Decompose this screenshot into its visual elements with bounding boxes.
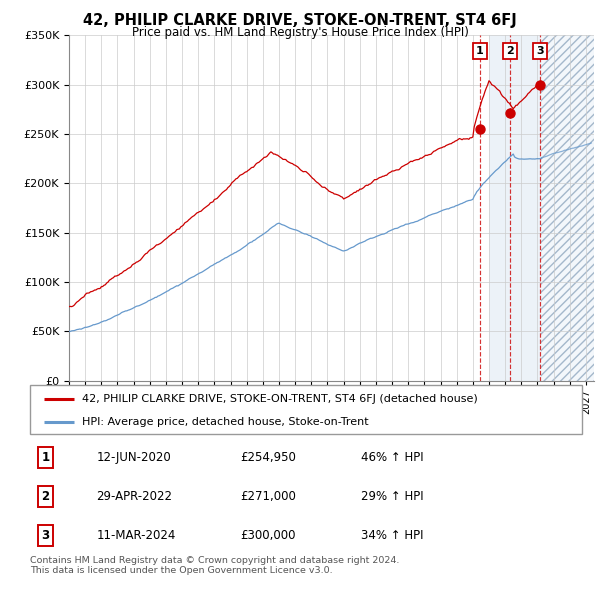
- Text: 42, PHILIP CLARKE DRIVE, STOKE-ON-TRENT, ST4 6FJ (detached house): 42, PHILIP CLARKE DRIVE, STOKE-ON-TRENT,…: [82, 394, 478, 404]
- Bar: [541, 35, 594, 381]
- Text: 34% ↑ HPI: 34% ↑ HPI: [361, 529, 424, 542]
- FancyBboxPatch shape: [30, 385, 582, 434]
- Text: 11-MAR-2024: 11-MAR-2024: [96, 529, 176, 542]
- Text: 1: 1: [476, 46, 484, 56]
- Text: Price paid vs. HM Land Registry's House Price Index (HPI): Price paid vs. HM Land Registry's House …: [131, 26, 469, 39]
- Text: 29% ↑ HPI: 29% ↑ HPI: [361, 490, 424, 503]
- Text: 29-APR-2022: 29-APR-2022: [96, 490, 172, 503]
- Text: £271,000: £271,000: [240, 490, 296, 503]
- Text: 3: 3: [536, 46, 544, 56]
- Text: This data is licensed under the Open Government Licence v3.0.: This data is licensed under the Open Gov…: [30, 566, 332, 575]
- Text: 12-JUN-2020: 12-JUN-2020: [96, 451, 171, 464]
- Text: 1: 1: [41, 451, 50, 464]
- Text: 2: 2: [506, 46, 514, 56]
- Text: 46% ↑ HPI: 46% ↑ HPI: [361, 451, 424, 464]
- Text: 42, PHILIP CLARKE DRIVE, STOKE-ON-TRENT, ST4 6FJ: 42, PHILIP CLARKE DRIVE, STOKE-ON-TRENT,…: [83, 13, 517, 28]
- Text: £254,950: £254,950: [240, 451, 296, 464]
- Text: 3: 3: [41, 529, 50, 542]
- Text: £300,000: £300,000: [240, 529, 295, 542]
- Text: 2: 2: [41, 490, 50, 503]
- Text: HPI: Average price, detached house, Stoke-on-Trent: HPI: Average price, detached house, Stok…: [82, 417, 369, 427]
- Text: Contains HM Land Registry data © Crown copyright and database right 2024.: Contains HM Land Registry data © Crown c…: [30, 556, 400, 565]
- Bar: [489, 35, 541, 381]
